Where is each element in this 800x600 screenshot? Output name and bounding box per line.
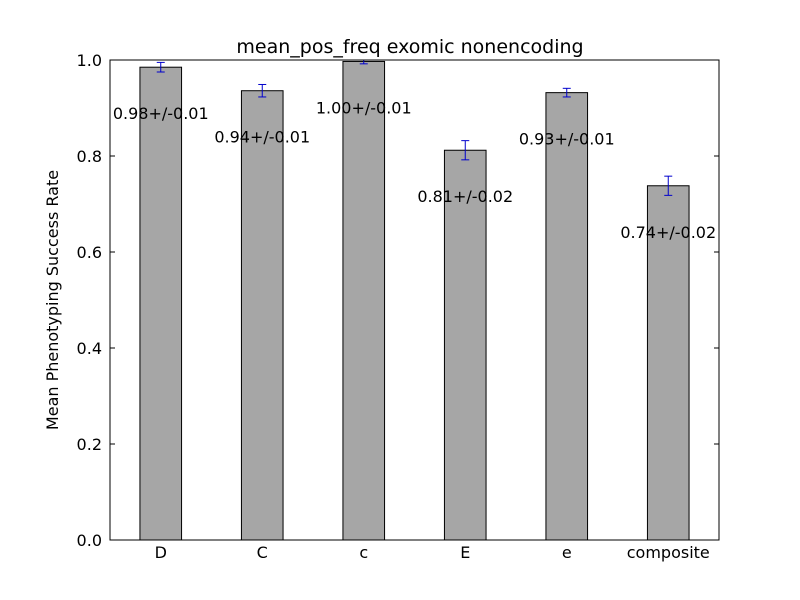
bar-E [443, 149, 487, 541]
y-axis-label: Mean Phenotyping Success Rate [43, 170, 62, 430]
y-axis: 0.0 0.2 0.4 0.6 0.8 1.0 [77, 51, 719, 550]
data-labels-group: 0.98+/-0.01 0.94+/-0.01 1.00+/-0.01 0.81+/-… [113, 98, 716, 241]
bar-c [342, 60, 386, 541]
bar-C [240, 90, 284, 541]
error-bar-D [156, 61, 165, 73]
error-bars-group [156, 59, 673, 196]
bar-composite [646, 185, 690, 541]
x-tick-label-c: c [359, 543, 368, 562]
error-bar-E [461, 140, 470, 161]
x-tick-label-E: E [460, 543, 470, 562]
chart-title: mean_pos_freq exomic nonencoding [236, 36, 583, 58]
error-bar-e [562, 87, 571, 98]
x-tick-label-composite: composite [627, 543, 710, 562]
bar-D [139, 66, 183, 541]
x-tick-label-D: D [155, 543, 167, 562]
data-label-D: 0.98+/-0.01 [113, 104, 209, 123]
bar-e [545, 92, 589, 541]
y-tick-label: 0.0 [77, 531, 102, 550]
error-bar-composite [664, 175, 673, 196]
y-tick-label: 0.2 [77, 435, 102, 454]
data-label-E: 0.81+/-0.02 [417, 187, 513, 206]
x-tick-label-C: C [257, 543, 268, 562]
data-label-composite: 0.74+/-0.02 [620, 223, 716, 242]
error-bar-C [258, 83, 267, 98]
bars-group [139, 60, 690, 541]
data-label-c: 1.00+/-0.01 [316, 98, 412, 117]
y-tick-label: 0.4 [77, 339, 102, 358]
y-tick-label: 1.0 [77, 51, 102, 70]
y-tick-label: 0.8 [77, 147, 102, 166]
x-tick-label-e: e [562, 543, 572, 562]
data-label-e: 0.93+/-0.01 [519, 130, 615, 149]
plot-frame [109, 59, 720, 541]
data-label-C: 0.94+/-0.01 [214, 128, 310, 147]
y-tick-label: 0.6 [77, 243, 102, 262]
